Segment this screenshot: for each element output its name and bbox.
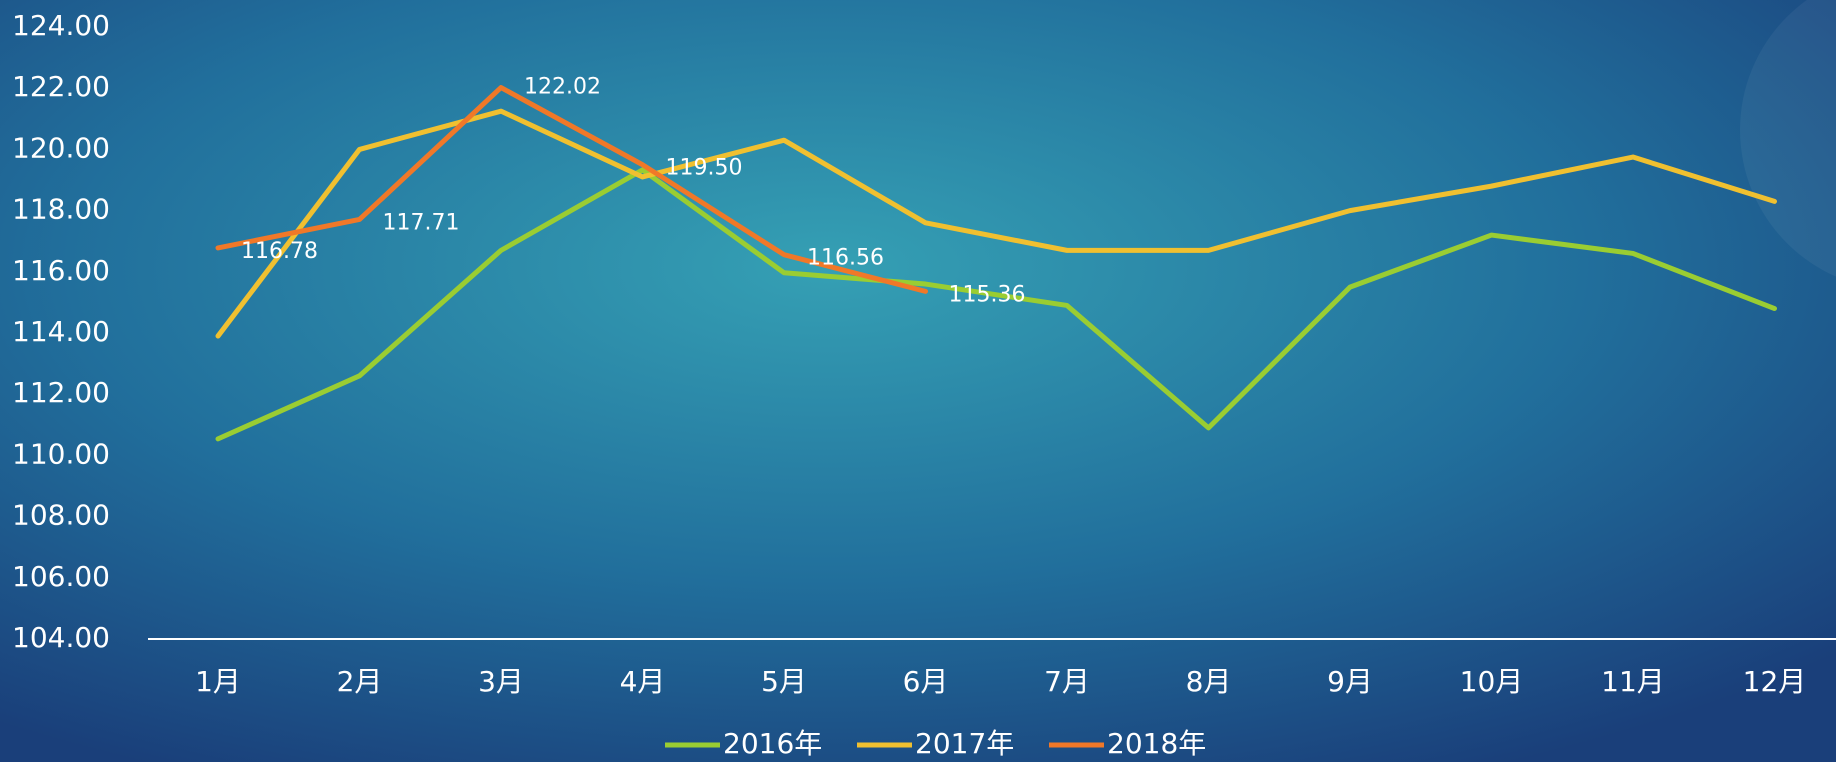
legend-label: 2017年 xyxy=(915,727,1014,760)
y-tick-label: 120.00 xyxy=(12,131,110,164)
data-label: 116.78 xyxy=(241,239,318,264)
y-tick-label: 124.00 xyxy=(12,9,110,42)
y-tick-label: 116.00 xyxy=(12,254,110,287)
x-tick-label: 6月 xyxy=(903,665,949,698)
x-tick-label: 9月 xyxy=(1327,665,1373,698)
x-tick-label: 1月 xyxy=(195,665,241,698)
y-tick-label: 112.00 xyxy=(12,376,110,409)
legend-label: 2018年 xyxy=(1107,727,1206,760)
y-tick-label: 106.00 xyxy=(12,560,110,593)
x-tick-label: 7月 xyxy=(1044,665,1090,698)
x-tick-label: 5月 xyxy=(761,665,807,698)
series-line xyxy=(215,167,1777,442)
series-line xyxy=(215,85,928,294)
x-tick-label: 2月 xyxy=(337,665,383,698)
x-tick-label: 8月 xyxy=(1186,665,1232,698)
decoration xyxy=(1740,0,1836,277)
data-label: 117.71 xyxy=(383,210,460,235)
x-tick-label: 12月 xyxy=(1743,665,1807,698)
y-tick-label: 114.00 xyxy=(12,315,110,348)
y-tick-label: 118.00 xyxy=(12,193,110,226)
data-label: 115.36 xyxy=(949,282,1026,307)
series-line xyxy=(215,108,1777,339)
data-label: 122.02 xyxy=(524,75,601,100)
y-tick-label: 122.00 xyxy=(12,70,110,103)
x-tick-label: 10月 xyxy=(1460,665,1524,698)
y-tick-label: 110.00 xyxy=(12,437,110,470)
y-tick-label: 108.00 xyxy=(12,499,110,532)
y-tick-label: 104.00 xyxy=(12,621,110,654)
x-tick-label: 3月 xyxy=(478,665,524,698)
x-tick-label: 4月 xyxy=(620,665,666,698)
x-tick-label: 11月 xyxy=(1601,665,1665,698)
data-label: 116.56 xyxy=(807,246,884,271)
data-label: 119.50 xyxy=(666,156,743,181)
legend-label: 2016年 xyxy=(723,727,822,760)
